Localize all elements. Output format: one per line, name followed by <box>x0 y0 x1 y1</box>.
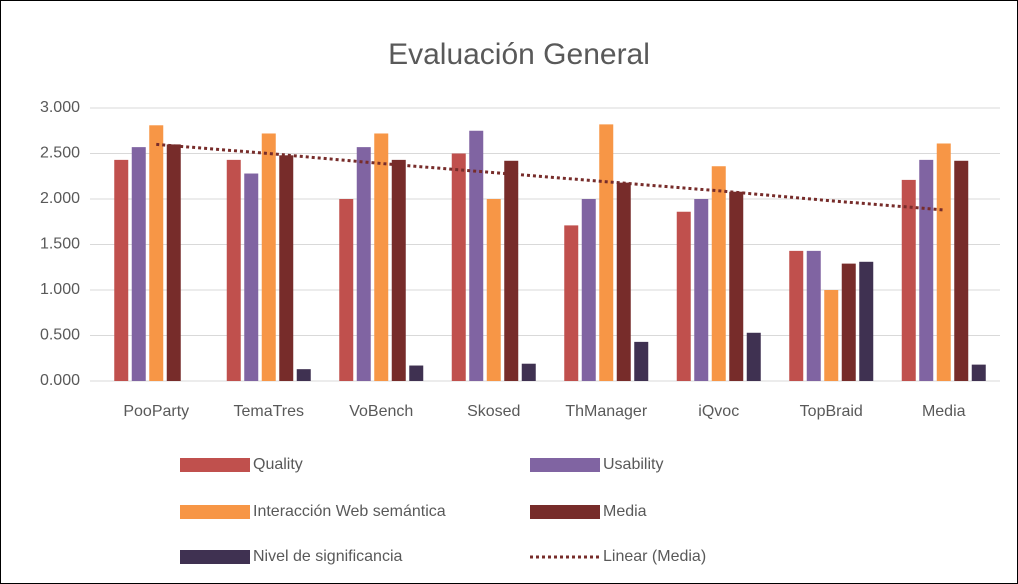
bar <box>581 199 596 381</box>
bar <box>564 225 579 381</box>
bar <box>746 332 761 381</box>
legend-label: Linear (Media) <box>603 548 706 565</box>
bar <box>841 263 856 381</box>
bar <box>131 147 146 381</box>
bar <box>114 159 129 381</box>
bar <box>244 173 259 381</box>
x-tick-label: VoBench <box>349 403 413 420</box>
legend-swatch <box>530 505 600 519</box>
bar <box>711 166 726 381</box>
bar <box>409 365 424 381</box>
x-tick-label: iQvoc <box>698 403 739 420</box>
bar <box>374 133 389 381</box>
x-tick-label: Media <box>922 403 966 420</box>
bar <box>729 191 744 381</box>
y-tick-label: 3.000 <box>40 99 80 116</box>
bar <box>339 199 354 381</box>
bar <box>166 144 181 381</box>
y-tick-label: 2.000 <box>40 190 80 207</box>
bar <box>901 179 916 381</box>
bar <box>789 250 804 381</box>
bar <box>226 159 241 381</box>
bar <box>936 143 951 381</box>
legend-swatch <box>180 458 250 472</box>
bar <box>634 341 649 381</box>
bar <box>919 159 934 381</box>
x-tick-label: Skosed <box>467 403 520 420</box>
bar <box>451 153 466 381</box>
bar <box>971 364 986 381</box>
bar <box>521 363 536 381</box>
x-tick-label: PooParty <box>123 403 189 420</box>
legend-label: Usability <box>603 456 663 473</box>
bar <box>824 290 839 381</box>
bar <box>391 159 406 381</box>
bar <box>676 211 691 381</box>
legend-label: Interacción Web semántica <box>253 503 446 520</box>
bar <box>954 160 969 381</box>
legend-swatch <box>180 550 250 564</box>
bar <box>356 147 371 381</box>
bar <box>616 182 631 381</box>
bar <box>469 130 484 381</box>
bar <box>149 125 164 381</box>
y-tick-label: 0.000 <box>40 372 80 389</box>
bar <box>504 160 519 381</box>
y-tick-label: 2.500 <box>40 145 80 162</box>
bar <box>806 250 821 381</box>
x-tick-label: TemaTres <box>233 403 304 420</box>
x-tick-label: ThManager <box>565 403 647 420</box>
x-tick-label: TopBraid <box>800 403 863 420</box>
y-tick-label: 1.000 <box>40 281 80 298</box>
bar <box>486 199 501 381</box>
bar <box>859 261 874 381</box>
legend-label: Quality <box>253 456 303 473</box>
chart-title: Evaluación General <box>388 38 650 71</box>
bar <box>599 124 614 381</box>
y-tick-label: 0.500 <box>40 327 80 344</box>
legend-label: Nivel de significancia <box>253 548 403 565</box>
legend-swatch <box>180 505 250 519</box>
legend-label: Media <box>603 503 647 520</box>
bar <box>296 369 311 381</box>
y-tick-label: 1.500 <box>40 236 80 253</box>
legend-swatch <box>530 458 600 472</box>
bar <box>279 155 294 381</box>
bar <box>261 133 276 381</box>
bar <box>694 199 709 381</box>
